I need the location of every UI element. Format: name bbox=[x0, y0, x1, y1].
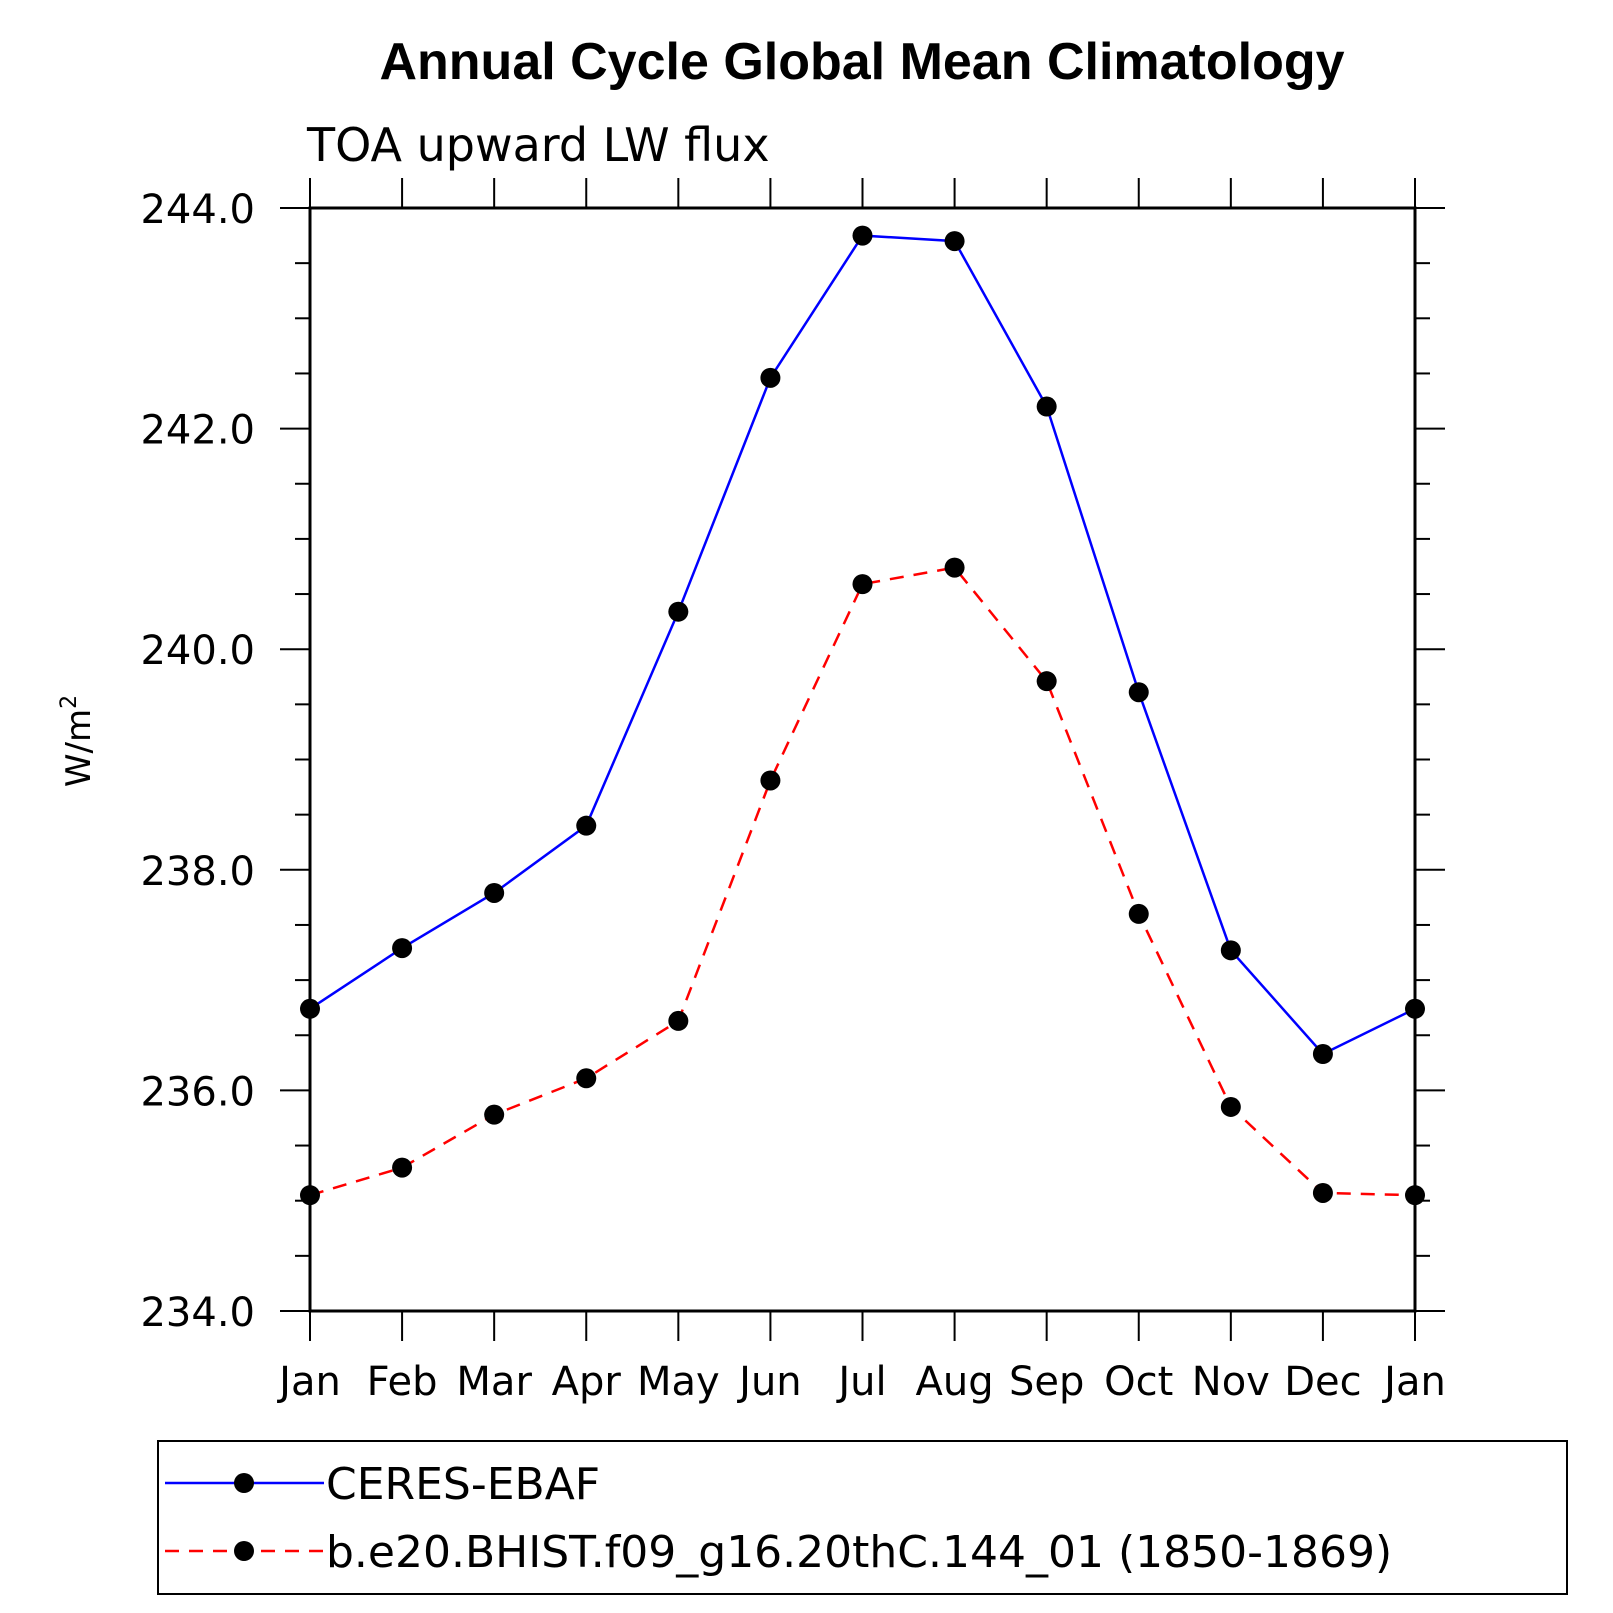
data-point-ceres bbox=[1036, 396, 1057, 417]
data-point-ceres bbox=[392, 938, 413, 959]
data-point-model bbox=[1405, 1185, 1425, 1206]
data-point-model bbox=[576, 1068, 597, 1089]
x-tick-label: Nov bbox=[1192, 1359, 1270, 1405]
x-tick-label: Apr bbox=[552, 1359, 622, 1405]
data-point-ceres bbox=[852, 225, 873, 246]
y-tick-label: 234.0 bbox=[140, 1290, 255, 1336]
y-tick-labels: 234.0 236.0 238.0 240.0 242.0 244.0 bbox=[140, 187, 255, 1336]
data-point-ceres bbox=[576, 815, 597, 836]
data-point-ceres bbox=[1128, 682, 1149, 703]
x-tick-label: Jan bbox=[1381, 1359, 1446, 1405]
x-tick-label: Aug bbox=[916, 1359, 994, 1405]
data-point-model bbox=[392, 1157, 413, 1178]
y-tick-label: 238.0 bbox=[140, 849, 255, 895]
y-axis-label-superscript: 2 bbox=[57, 695, 82, 709]
series-line-ceres bbox=[309, 234, 1416, 1056]
legend-label-ceres: CERES-EBAF bbox=[326, 1459, 600, 1510]
y-tick-label: 244.0 bbox=[140, 187, 255, 233]
y-tick-label: 242.0 bbox=[140, 408, 255, 454]
chart-subtitle: TOA upward LW flux bbox=[306, 118, 770, 172]
data-point-model bbox=[300, 1185, 320, 1206]
legend-box bbox=[157, 1440, 1568, 1595]
x-tick-label: Oct bbox=[1104, 1359, 1173, 1405]
svg-text:W/m2: W/m2 bbox=[57, 695, 99, 787]
y-axis-label: W/m2 bbox=[57, 695, 99, 787]
legend-item-model: b.e20.BHIST.f09_g16.20thC.144_01 (1850-1… bbox=[165, 1527, 1392, 1578]
data-point-model bbox=[1312, 1182, 1333, 1203]
legend: CERES-EBAF b.e20.BHIST.f09_g16.20thC.144… bbox=[157, 1440, 1568, 1595]
axis-ticks bbox=[280, 178, 1445, 1341]
data-point-ceres bbox=[1220, 940, 1241, 961]
legend-item-ceres: CERES-EBAF bbox=[165, 1459, 600, 1510]
x-tick-label: Dec bbox=[1284, 1359, 1361, 1405]
data-point-ceres bbox=[484, 882, 505, 903]
data-point-ceres bbox=[760, 367, 781, 388]
data-point-ceres bbox=[1312, 1044, 1333, 1065]
data-point-model bbox=[1220, 1096, 1241, 1117]
data-point-model bbox=[852, 574, 873, 595]
data-point-ceres bbox=[1405, 998, 1425, 1019]
y-axis-label-text: W/m bbox=[59, 709, 99, 787]
y-tick-label: 236.0 bbox=[140, 1069, 255, 1115]
x-tick-label: May bbox=[637, 1359, 720, 1405]
data-point-ceres bbox=[300, 998, 320, 1019]
chart-title: Annual Cycle Global Mean Climatology bbox=[379, 33, 1344, 91]
data-point-model bbox=[944, 557, 965, 578]
x-tick-label: Jul bbox=[835, 1359, 886, 1405]
data-point-model bbox=[760, 770, 781, 791]
x-tick-label: Jun bbox=[736, 1359, 802, 1405]
y-tick-label: 240.0 bbox=[140, 628, 255, 674]
data-point-model bbox=[668, 1010, 689, 1031]
legend-label-model: b.e20.BHIST.f09_g16.20thC.144_01 (1850-1… bbox=[326, 1527, 1392, 1578]
plot-frame bbox=[308, 206, 1417, 1313]
x-tick-label: Feb bbox=[367, 1359, 438, 1405]
data-point-ceres bbox=[944, 231, 965, 252]
x-tick-label: Mar bbox=[456, 1359, 532, 1405]
data-series bbox=[300, 225, 1425, 1206]
data-point-model bbox=[1128, 903, 1149, 924]
x-tick-label: Jan bbox=[276, 1359, 341, 1405]
data-point-model bbox=[1036, 671, 1057, 692]
legend-marker-model bbox=[234, 1541, 254, 1561]
data-point-model bbox=[484, 1104, 505, 1125]
legend-marker-ceres bbox=[234, 1473, 254, 1493]
x-tick-label: Sep bbox=[1009, 1359, 1084, 1405]
series-line-model bbox=[309, 566, 1416, 1197]
data-point-ceres bbox=[668, 601, 689, 622]
x-tick-labels: Jan Feb Mar Apr May Jun Jul Aug Sep Oct Nov Dec Jan bbox=[276, 1359, 1446, 1405]
